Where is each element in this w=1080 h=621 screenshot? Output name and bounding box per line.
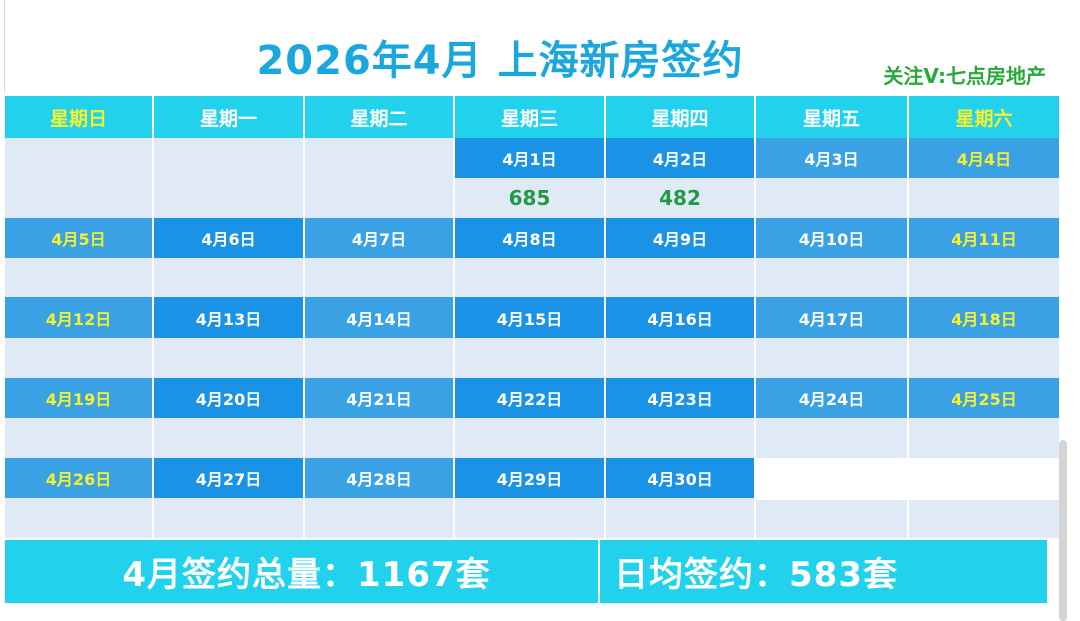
signing-value-cell bbox=[455, 258, 604, 297]
date-cell: 4月26日 bbox=[5, 458, 152, 498]
weekday-header: 星期二 bbox=[305, 96, 453, 138]
signing-value-cell bbox=[909, 338, 1059, 378]
date-cell: 4月16日 bbox=[606, 297, 754, 338]
date-cell: 4月14日 bbox=[305, 297, 453, 338]
watermark-text: 关注V:七点房地产 bbox=[883, 64, 1046, 88]
date-cell: 4月2日 bbox=[606, 138, 754, 178]
date-cell: 4月12日 bbox=[5, 297, 152, 338]
monthly-total: 4月签约总量：1167套 bbox=[5, 540, 598, 603]
signing-value-cell bbox=[154, 258, 303, 297]
daily-average: 日均签约：583套 bbox=[600, 540, 1047, 603]
signing-value-cell bbox=[606, 258, 754, 297]
date-cell: 4月25日 bbox=[909, 378, 1059, 418]
date-cell: 4月1日 bbox=[455, 138, 604, 178]
weekday-header: 星期四 bbox=[606, 96, 754, 138]
calendar-grid: 星期日 星期一 星期二 星期三 星期四 星期五 星期六 4月1日 4月2日 4月3日 4月4日 685… bbox=[5, 96, 1059, 538]
weekday-header: 星期日 bbox=[5, 96, 152, 138]
empty-date-cell bbox=[5, 138, 152, 178]
signing-value-cell bbox=[5, 338, 152, 378]
signing-value-cell bbox=[756, 338, 907, 378]
signing-value-cell bbox=[455, 418, 604, 458]
signing-value-cell bbox=[606, 418, 754, 458]
signing-value-cell bbox=[756, 498, 907, 538]
date-cell: 4月19日 bbox=[5, 378, 152, 418]
date-cell: 4月15日 bbox=[455, 297, 604, 338]
signing-value-cell bbox=[5, 498, 152, 538]
weekday-header: 星期一 bbox=[154, 96, 303, 138]
signing-value-cell: 685 bbox=[455, 178, 604, 218]
signing-value-cell bbox=[909, 498, 1059, 538]
signing-value-cell bbox=[154, 498, 303, 538]
date-cell: 4月24日 bbox=[756, 378, 907, 418]
empty-date-cell bbox=[909, 458, 1059, 498]
empty-date-cell bbox=[154, 138, 303, 178]
date-cell: 4月11日 bbox=[909, 218, 1059, 258]
signing-value-cell bbox=[909, 178, 1059, 218]
left-divider-line bbox=[4, 0, 5, 92]
signing-value-cell bbox=[606, 498, 754, 538]
date-cell: 4月8日 bbox=[455, 218, 604, 258]
signing-value-cell bbox=[455, 338, 604, 378]
date-cell: 4月5日 bbox=[5, 218, 152, 258]
signing-value-cell bbox=[305, 418, 453, 458]
date-cell: 4月21日 bbox=[305, 378, 453, 418]
weekday-header: 星期六 bbox=[909, 96, 1059, 138]
signing-value-cell bbox=[909, 258, 1059, 297]
signing-value-cell bbox=[305, 338, 453, 378]
signing-value-cell bbox=[5, 418, 152, 458]
summary-bar: 4月签约总量：1167套 日均签约：583套 bbox=[5, 540, 1047, 603]
signing-value-cell bbox=[756, 258, 907, 297]
date-cell: 4月27日 bbox=[154, 458, 303, 498]
weekday-header: 星期五 bbox=[756, 96, 907, 138]
signing-value-cell bbox=[154, 418, 303, 458]
signing-value-cell bbox=[154, 178, 303, 218]
page-title: 2026年4月 上海新房签约 bbox=[256, 38, 744, 84]
signing-value-cell bbox=[756, 178, 907, 218]
signing-value-cell bbox=[5, 178, 152, 218]
scrollbar[interactable] bbox=[1059, 440, 1067, 621]
signing-value-cell bbox=[606, 338, 754, 378]
date-cell: 4月6日 bbox=[154, 218, 303, 258]
signing-value-cell bbox=[154, 338, 303, 378]
date-cell: 4月4日 bbox=[909, 138, 1059, 178]
date-cell: 4月20日 bbox=[154, 378, 303, 418]
date-cell: 4月23日 bbox=[606, 378, 754, 418]
date-cell: 4月10日 bbox=[756, 218, 907, 258]
date-cell: 4月30日 bbox=[606, 458, 754, 498]
signing-value-cell bbox=[5, 258, 152, 297]
date-cell: 4月7日 bbox=[305, 218, 453, 258]
signing-value-cell bbox=[455, 498, 604, 538]
date-cell: 4月18日 bbox=[909, 297, 1059, 338]
date-cell: 4月9日 bbox=[606, 218, 754, 258]
signing-value-cell bbox=[756, 418, 907, 458]
date-cell: 4月13日 bbox=[154, 297, 303, 338]
date-cell: 4月17日 bbox=[756, 297, 907, 338]
date-cell: 4月29日 bbox=[455, 458, 604, 498]
signing-value-cell bbox=[909, 418, 1059, 458]
signing-value-cell bbox=[305, 498, 453, 538]
empty-date-cell bbox=[756, 458, 907, 498]
date-cell: 4月22日 bbox=[455, 378, 604, 418]
date-cell: 4月28日 bbox=[305, 458, 453, 498]
date-cell: 4月3日 bbox=[756, 138, 907, 178]
empty-date-cell bbox=[305, 138, 453, 178]
signing-value-cell: 482 bbox=[606, 178, 754, 218]
signing-value-cell bbox=[305, 178, 453, 218]
weekday-header: 星期三 bbox=[455, 96, 604, 138]
signing-value-cell bbox=[305, 258, 453, 297]
